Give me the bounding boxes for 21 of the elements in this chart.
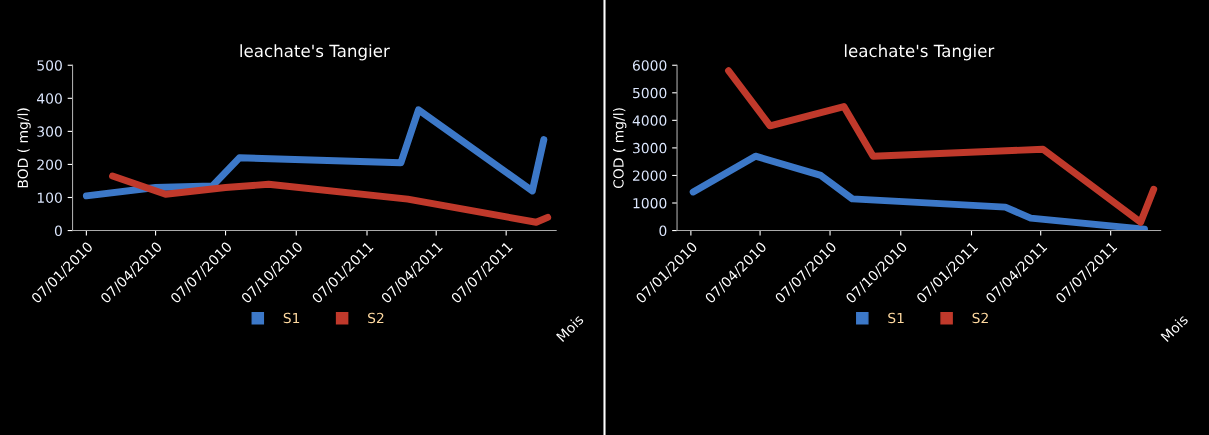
legend-label: S2 xyxy=(972,312,988,324)
legend-label: S1 xyxy=(283,312,300,324)
y-tick-label: 2000 xyxy=(632,170,667,181)
chart-title: leachate's Tangier xyxy=(844,44,995,61)
y-tick-label: 100 xyxy=(37,192,62,203)
legend-label: S1 xyxy=(888,312,904,324)
y-tick-label: 3000 xyxy=(633,142,667,154)
y-tick-label: 400 xyxy=(36,93,62,104)
legend-label: S2 xyxy=(368,312,384,324)
y-tick-label: 6000 xyxy=(632,60,667,71)
chart-title: leachate's Tangier xyxy=(240,44,390,61)
y-tick-label: 200 xyxy=(37,159,62,170)
y-tick-label: 5000 xyxy=(633,87,667,99)
y-tick-label: 300 xyxy=(37,126,62,137)
y-tick-label: 0 xyxy=(659,225,667,237)
y-axis-title: BOD ( mg/l) xyxy=(17,108,31,188)
y-tick-label: 500 xyxy=(37,60,62,71)
y-axis-title: COD ( mg/l) xyxy=(612,108,627,189)
y-tick-label: 0 xyxy=(54,225,62,237)
y-tick-label: 4000 xyxy=(632,115,667,126)
y-tick-label: 1000 xyxy=(633,197,667,209)
